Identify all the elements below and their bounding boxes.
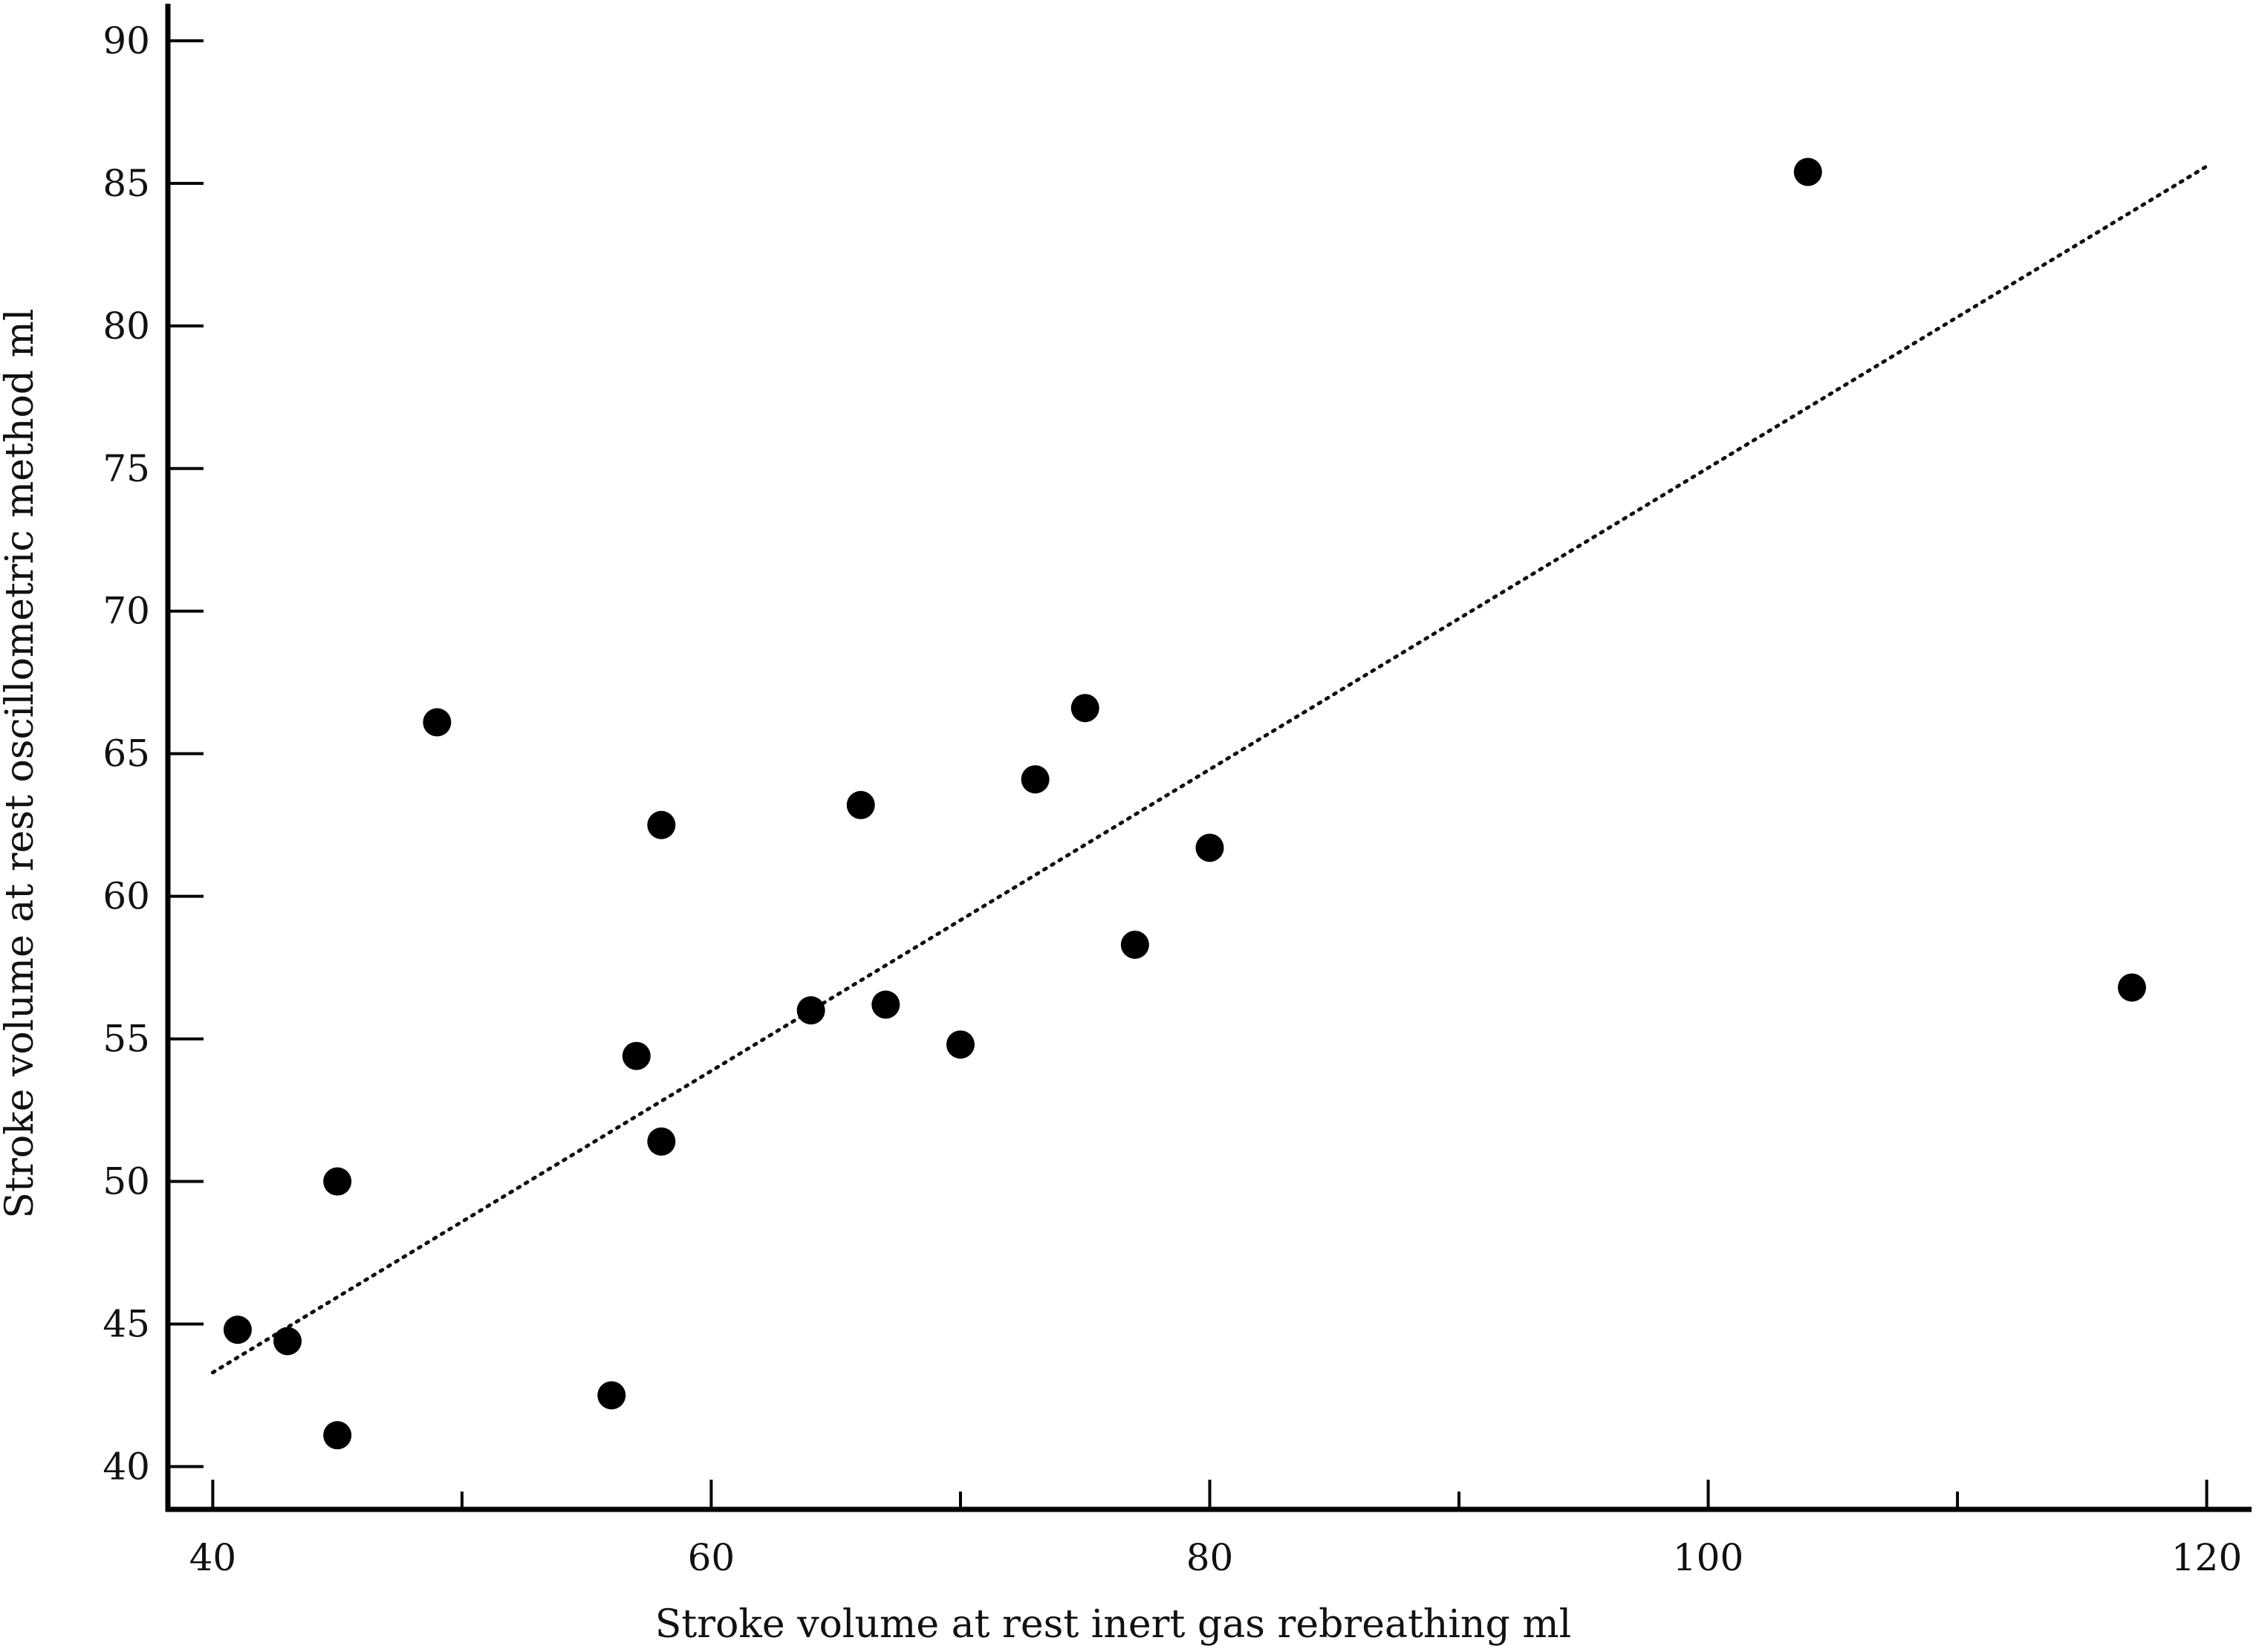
x-tick-label-120: 120 (2171, 1536, 2242, 1579)
data-point (647, 1127, 676, 1156)
axes (165, 4, 2252, 1512)
trendline-group (210, 164, 2209, 1375)
y-tick-label-60: 60 (103, 875, 150, 918)
data-point (1120, 930, 1149, 959)
y-tick-label-70: 70 (103, 590, 150, 633)
x-tick-label-100: 100 (1673, 1536, 1743, 1579)
data-point (323, 1167, 352, 1196)
y-tick-label-40: 40 (103, 1445, 150, 1488)
data-point (323, 1421, 352, 1450)
y-tick-label-55: 55 (103, 1018, 150, 1061)
y-tick-label-65: 65 (103, 732, 150, 775)
trendline (210, 164, 2209, 1375)
data-point (1195, 833, 1224, 862)
data-point (1021, 765, 1050, 794)
y-axis-title: Stroke volume at rest oscillometric meth… (0, 308, 42, 1218)
y-tick-label-80: 80 (103, 305, 150, 348)
data-point (846, 790, 875, 819)
data-point (647, 810, 676, 839)
data-point (2117, 973, 2146, 1002)
data-point (597, 1381, 626, 1410)
y-tick-label-50: 50 (103, 1160, 150, 1203)
data-point (423, 708, 452, 737)
x-tick-label-40: 40 (189, 1536, 237, 1579)
data-point (796, 996, 825, 1025)
x-tick-label-80: 80 (1186, 1536, 1234, 1579)
data-point (223, 1316, 252, 1344)
data-point (1070, 694, 1099, 723)
tick-marks (168, 39, 2208, 1509)
tick-labels: 40 60 80 100 120 40 45 50 55 60 65 70 75 80 85 90 (103, 19, 2242, 1579)
data-points (223, 157, 2146, 1450)
data-point (622, 1041, 651, 1070)
y-tick-label-90: 90 (103, 19, 150, 62)
data-point (946, 1030, 975, 1059)
y-tick-label-85: 85 (103, 162, 150, 205)
data-point (273, 1327, 302, 1356)
y-tick-label-75: 75 (103, 447, 150, 490)
data-point (871, 990, 900, 1019)
x-tick-label-60: 60 (688, 1536, 735, 1579)
x-axis-title: Stroke volume at rest inert gas rebreath… (655, 1602, 1572, 1647)
data-point (1793, 157, 1822, 186)
y-tick-label-45: 45 (103, 1302, 150, 1345)
